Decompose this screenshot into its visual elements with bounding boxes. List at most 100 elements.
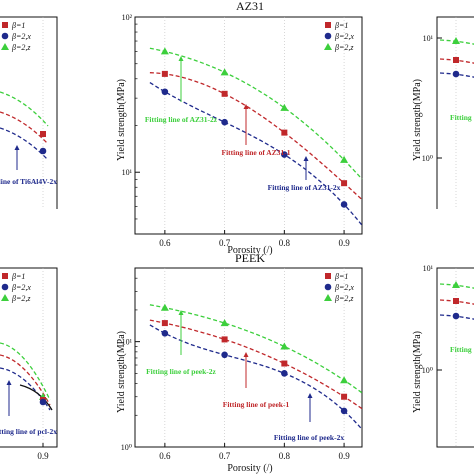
peek-annotation-arrow-head <box>243 352 249 357</box>
az31-point-beta2x <box>340 201 348 208</box>
az31-y-tick-label: 10² <box>122 13 133 22</box>
peek-legend-label-beta2x: β=2,x <box>334 283 354 292</box>
az31-legend-label-beta2z: β=2,z <box>334 43 354 52</box>
ti6al4v-frame <box>0 16 58 209</box>
panel-ti6al4v-plot: 0.9 β=1 β=2,x β=2,z Fitting line of Ti6Al4V-… <box>0 16 58 209</box>
az31-fit-beta2z <box>149 47 363 180</box>
az31-annotation: Fitting line of AZ31-2z <box>145 115 218 124</box>
right-top-fit-beta1 <box>439 58 474 64</box>
pcl-fit-axis <box>19 384 53 411</box>
peek-annotation-arrow <box>243 352 249 388</box>
ti6al4v-annotation-arrow-head <box>14 145 20 150</box>
peek-annotation-arrow-head <box>178 310 184 315</box>
ti6al4v-legend-label-beta1: β=1 <box>11 21 25 30</box>
az31-annotation-arrow <box>243 104 249 145</box>
peek-point-beta2z <box>280 342 289 350</box>
peek-x-tick-label: 0.8 <box>279 451 291 461</box>
panel-right-top: Yield strength(MPa) Fitting 10¹ 10⁰ <box>412 16 474 209</box>
right-bottom-fit-beta2z <box>439 283 474 289</box>
ti6al4v-annotation: Fitting line of Ti6Al4V-2x <box>0 177 57 186</box>
right-bottom-ylabel: Yield strength(MPa) <box>412 331 423 413</box>
az31-y-tick-label: 10¹ <box>122 168 133 177</box>
az31-x-tick-label: 0.9 <box>338 238 350 248</box>
ti6al4v-legend-marker-beta1 <box>2 22 8 28</box>
right-bottom-fit-beta1 <box>439 299 474 305</box>
panel-az31: AZ31 0.6 0.7 0.8 0.9 10¹ 10² β=1 β=2,x β=2,z Fitt… <box>116 0 363 256</box>
peek-annotation-arrow-head <box>307 393 313 398</box>
az31-annotation-arrow <box>178 56 184 102</box>
az31-x-tick-label: 0.8 <box>279 238 291 248</box>
ti6al4v-fit-beta2x <box>0 127 49 161</box>
right-top-fit-beta2z <box>439 39 474 45</box>
az31-x-tick-label: 0.7 <box>219 238 231 248</box>
az31-annotation-arrow-head <box>303 156 309 161</box>
pcl-legend-marker-beta1 <box>2 273 8 279</box>
right-top-ylabel: Yield strength(MPa) <box>412 79 423 161</box>
right-bottom-point-beta2z <box>452 281 460 288</box>
az31-annotation-arrow-head <box>178 56 184 61</box>
panel-pcl-plot: 0.9 β=1 β=2,x β=2,z Fitting line of pcl-2x <box>0 267 58 461</box>
az31-legend-label-beta1: β=1 <box>334 21 348 30</box>
panel-right-bottom: Yield strength(MPa) Fitting 10¹ 10⁰ <box>412 264 474 448</box>
right-top-y-tick-label: 10¹ <box>423 34 434 43</box>
right-bottom-point-beta2x <box>452 312 460 320</box>
right-top-frame <box>436 16 474 209</box>
peek-plot: 0.6 0.7 0.8 0.9 10⁰ 10¹ β=1 β=2,x β=2,z Fitting l… <box>121 267 363 461</box>
right-bottom-frame <box>436 267 474 448</box>
pcl-annotation-arrow-head <box>6 380 12 385</box>
az31-point-beta2z <box>340 155 349 163</box>
az31-legend-label-beta2x: β=2,x <box>334 32 354 41</box>
ti6al4v-fit-beta1 <box>0 111 49 145</box>
panel-ti6al4v: 0.9 β=1 β=2,x β=2,z Fitting line of Ti6Al4V-… <box>0 16 58 209</box>
peek-legend-label-beta1: β=1 <box>334 272 348 281</box>
peek-xlabel: Porosity (/) <box>227 463 272 474</box>
az31-fit-beta2x <box>149 82 363 226</box>
right-bottom-plot: Fitting <box>436 267 474 448</box>
peek-x-tick-label: 0.7 <box>219 451 231 461</box>
right-bottom-y-tick-label: 10¹ <box>423 264 434 273</box>
pcl-legend-label-beta1: β=1 <box>11 272 25 281</box>
peek-point-beta2x <box>340 407 348 415</box>
peek-x-tick-label: 0.9 <box>338 451 350 461</box>
az31-point-beta2x <box>161 88 169 96</box>
peek-ylabel: Yield strength(MPa) <box>116 331 127 413</box>
pcl-annotation: Fitting line of pcl-2x <box>0 427 57 436</box>
az31-legend-marker-beta2z <box>324 43 332 50</box>
right-bottom-point-beta1 <box>453 298 459 304</box>
peek-annotation: Fitting line of peek-2z <box>146 367 216 376</box>
panel-peek: PEEK 0.6 0.7 0.8 0.9 10⁰ 10¹ β=1 β=2,x β=2,z Fitt… <box>116 251 363 474</box>
pcl-annotation-arrow <box>6 380 12 416</box>
az31-annotation: Fitting line of AZ31-2x <box>268 183 341 192</box>
az31-title: AZ31 <box>236 0 264 13</box>
az31-legend-marker-beta1 <box>325 22 331 28</box>
pcl-point-beta2x <box>39 398 47 406</box>
right-bottom-fit-beta2x <box>439 314 474 320</box>
az31-point-beta2z <box>220 68 229 76</box>
peek-point-beta2z <box>160 303 169 311</box>
az31-point-beta2x <box>281 151 288 158</box>
right-top-point-beta1 <box>453 57 459 63</box>
az31-annotation: Fitting line of AZ31-1 <box>222 148 291 157</box>
peek-point-beta1 <box>341 393 348 400</box>
az31-point-beta2x <box>221 118 228 126</box>
peek-annotation-arrow <box>307 393 313 422</box>
pcl-x-tick-label: 0.9 <box>37 451 49 461</box>
peek-point-beta2x <box>161 329 169 337</box>
az31-point-beta1 <box>281 129 288 136</box>
right-top-plot: Fitting <box>436 16 474 209</box>
az31-plot: 0.6 0.7 0.8 0.9 10¹ 10² β=1 β=2,x β=2,z Fitting l… <box>122 13 363 248</box>
az31-annotation-arrow <box>303 156 309 180</box>
az31-point-beta1 <box>341 180 348 187</box>
peek-fit-beta2x <box>149 324 363 430</box>
peek-fit-beta1 <box>149 319 363 410</box>
az31-ylabel: Yield strength(MPa) <box>116 79 127 161</box>
panel-pcl: 0.9 β=1 β=2,x β=2,z Fitting line of pcl-2x <box>0 267 58 461</box>
pcl-frame <box>0 267 58 448</box>
ti6al4v-fit-beta2z <box>0 91 49 127</box>
ti6al4v-legend-label-beta2z: β=2,z <box>11 43 31 52</box>
right-top-point-beta2z <box>452 37 460 44</box>
peek-y-tick-label: 10⁰ <box>121 443 132 452</box>
peek-fit-beta2z <box>149 304 363 394</box>
pcl-legend-marker-beta2x <box>1 283 9 291</box>
